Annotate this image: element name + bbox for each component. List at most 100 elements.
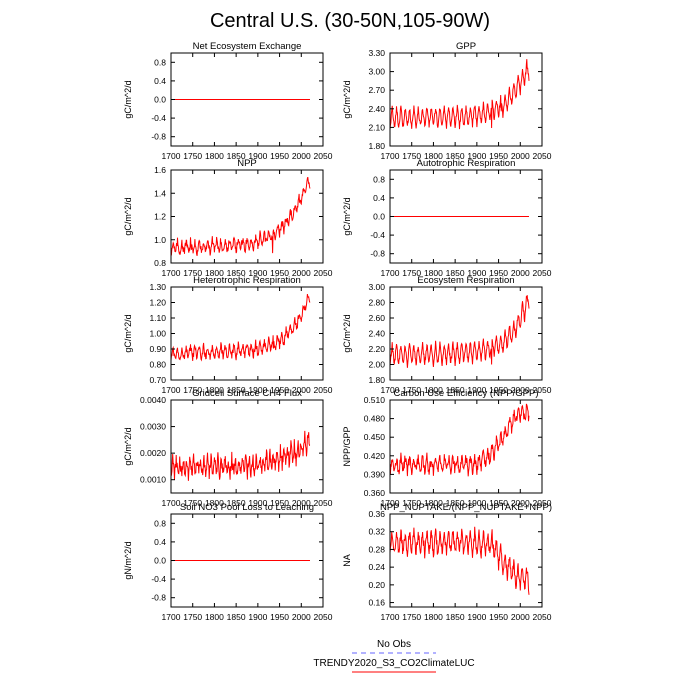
y-tick-label: 2.80 bbox=[368, 298, 385, 308]
x-tick-label: 2000 bbox=[292, 385, 311, 395]
panel-title: NPP_NUPTAKE/(NPP_NUPTAKE+NPP) bbox=[380, 502, 552, 513]
x-tick-label: 1900 bbox=[248, 385, 267, 395]
x-tick-label: 1700 bbox=[162, 268, 181, 278]
x-tick-label: 1900 bbox=[467, 612, 486, 622]
chart-panel-gpp: GPP 1700 1750 1800 1850 1900 1950 2000 2050 1.80 2… bbox=[342, 41, 552, 161]
x-tick-label: 1850 bbox=[446, 151, 465, 161]
x-tick-label: 1750 bbox=[183, 385, 202, 395]
x-tick-label: 1950 bbox=[270, 498, 289, 508]
y-tick-label: 2.40 bbox=[368, 329, 385, 339]
x-tick-label: 2050 bbox=[314, 385, 333, 395]
x-tick-label: 1900 bbox=[248, 268, 267, 278]
plot-frame bbox=[389, 399, 543, 494]
legend-label-trendy: TRENDY2020_S3_CO2ClimateLUC bbox=[313, 658, 474, 669]
x-tick-label: 2050 bbox=[314, 612, 333, 622]
y-tick-label: 0.4 bbox=[154, 537, 166, 547]
y-tick-label: 0.0010 bbox=[140, 475, 166, 485]
x-tick-label: 1800 bbox=[424, 612, 443, 622]
y-tick-label: 0.28 bbox=[368, 544, 385, 554]
x-tick-label: 1950 bbox=[489, 385, 508, 395]
y-tick-label: 0.32 bbox=[368, 527, 385, 537]
x-tick-label: 1950 bbox=[270, 268, 289, 278]
x-tick-label: 1800 bbox=[205, 612, 224, 622]
y-tick-label: 2.00 bbox=[368, 360, 385, 370]
y-tick-label: 3.00 bbox=[368, 282, 385, 292]
y-axis-label: gC/m^2/d bbox=[123, 80, 133, 118]
y-axis-label: gC/m^2/d bbox=[342, 197, 352, 235]
x-tick-label: 1750 bbox=[402, 385, 421, 395]
plot-frame bbox=[170, 286, 324, 381]
y-tick-label: 1.30 bbox=[149, 282, 166, 292]
y-tick-label: 2.70 bbox=[368, 85, 385, 95]
y-tick-label: 1.80 bbox=[368, 375, 385, 385]
panel-title: GPP bbox=[456, 41, 476, 52]
x-tick-label: 1900 bbox=[467, 268, 486, 278]
x-tick-label: 1750 bbox=[183, 268, 202, 278]
x-tick-label: 2050 bbox=[533, 612, 552, 622]
y-tick-label: 0.90 bbox=[149, 344, 166, 354]
panel-title: Net Ecosystem Exchange bbox=[193, 41, 302, 52]
x-tick-label: 1700 bbox=[162, 385, 181, 395]
x-tick-label: 1900 bbox=[467, 498, 486, 508]
chart-panel-npp-nuptake-npp-nuptake-npp: NPP_NUPTAKE/(NPP_NUPTAKE+NPP) 1700 1750 180… bbox=[342, 502, 552, 622]
plot-frame bbox=[170, 399, 324, 494]
x-tick-label: 2050 bbox=[533, 385, 552, 395]
x-tick-label: 1850 bbox=[227, 385, 246, 395]
x-tick-label: 1850 bbox=[227, 612, 246, 622]
panel-title: Carbon Use Efficiency (NPP/GPP) bbox=[393, 388, 538, 399]
series-line bbox=[389, 295, 530, 368]
y-tick-label: 0.450 bbox=[364, 432, 386, 442]
y-tick-label: 0.8 bbox=[154, 518, 166, 528]
x-tick-label: 1850 bbox=[227, 498, 246, 508]
legend: No Obs TRENDY2020_S3_CO2ClimateLUC bbox=[313, 639, 475, 673]
y-tick-label: 1.2 bbox=[154, 212, 166, 222]
y-tick-label: 1.0 bbox=[154, 235, 166, 245]
x-tick-label: 2050 bbox=[533, 151, 552, 161]
y-tick-label: 0.360 bbox=[364, 488, 386, 498]
y-axis-label: NPP/GPP bbox=[342, 426, 352, 466]
y-tick-label: 0.80 bbox=[149, 360, 166, 370]
y-tick-label: 0.510 bbox=[364, 395, 386, 405]
series-line bbox=[389, 526, 530, 595]
x-tick-label: 2000 bbox=[292, 498, 311, 508]
y-tick-label: -0.8 bbox=[151, 132, 166, 142]
y-tick-label: 0.0040 bbox=[140, 395, 166, 405]
x-tick-label: 1950 bbox=[489, 498, 508, 508]
plot-frame bbox=[389, 513, 543, 608]
y-tick-label: 0.8 bbox=[154, 258, 166, 268]
y-tick-label: -0.4 bbox=[370, 230, 385, 240]
y-tick-label: 2.60 bbox=[368, 313, 385, 323]
y-tick-label: 0.70 bbox=[149, 375, 166, 385]
chart-panel-heterotrophic-respiration: Heterotrophic Respiration 1700 1750 1800 185… bbox=[123, 275, 333, 395]
y-tick-label: 3.30 bbox=[368, 48, 385, 58]
x-tick-label: 1850 bbox=[446, 612, 465, 622]
x-tick-label: 1950 bbox=[489, 151, 508, 161]
x-tick-label: 1750 bbox=[402, 498, 421, 508]
x-tick-label: 1700 bbox=[381, 268, 400, 278]
x-tick-label: 1700 bbox=[162, 612, 181, 622]
y-tick-label: 0.20 bbox=[368, 580, 385, 590]
plot-frame bbox=[389, 52, 543, 147]
y-tick-label: 0.480 bbox=[364, 414, 386, 424]
y-tick-label: 0.0030 bbox=[140, 422, 166, 432]
x-tick-label: 1750 bbox=[183, 498, 202, 508]
y-tick-label: 1.10 bbox=[149, 313, 166, 323]
x-tick-label: 2000 bbox=[511, 498, 530, 508]
x-tick-label: 1800 bbox=[424, 268, 443, 278]
panel-title: Autotrophic Respiration bbox=[417, 158, 516, 169]
x-tick-label: 2050 bbox=[314, 151, 333, 161]
legend-label-no-obs: No Obs bbox=[377, 639, 411, 650]
x-tick-label: 2000 bbox=[292, 151, 311, 161]
x-tick-label: 1800 bbox=[205, 268, 224, 278]
y-tick-label: 0.420 bbox=[364, 451, 386, 461]
x-tick-label: 2000 bbox=[511, 268, 530, 278]
y-tick-label: -0.8 bbox=[151, 593, 166, 603]
chart-panel-npp: NPP 1700 1750 1800 1850 1900 1950 2000 2050 0.8 1.… bbox=[123, 158, 333, 278]
x-tick-label: 2000 bbox=[292, 612, 311, 622]
x-tick-label: 1950 bbox=[489, 612, 508, 622]
x-tick-label: 1950 bbox=[270, 612, 289, 622]
x-tick-label: 1950 bbox=[270, 151, 289, 161]
x-tick-label: 1850 bbox=[227, 151, 246, 161]
